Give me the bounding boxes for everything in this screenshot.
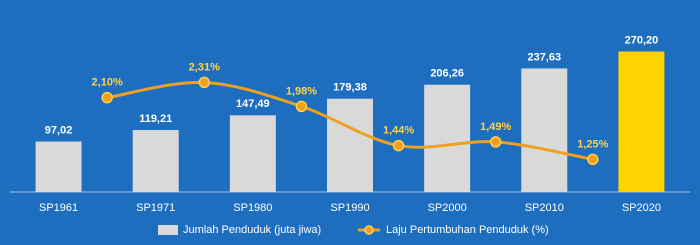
line-value-label: 1,44% <box>383 124 414 136</box>
bar <box>327 98 373 192</box>
line-value-label: 2,31% <box>189 61 220 73</box>
line-marker <box>101 91 113 104</box>
line-value-label: 1,49% <box>480 121 511 133</box>
x-tick-label: SP2000 <box>428 202 467 214</box>
bar-value-label: 206,26 <box>430 68 464 80</box>
line-marker <box>198 76 211 89</box>
bar-value-label: 237,63 <box>527 51 561 63</box>
legend-swatch-marker <box>364 225 374 235</box>
bar <box>229 115 276 192</box>
line-marker <box>295 100 308 113</box>
legend-label: Jumlah Penduduk (juta jiwa) <box>183 224 321 236</box>
bar <box>618 51 665 192</box>
x-tick-label: SP1990 <box>330 202 369 214</box>
bar <box>35 141 82 192</box>
line-value-label: 1,25% <box>577 138 608 150</box>
x-tick-label: SP1971 <box>136 202 175 214</box>
line-value-label: 2,10% <box>92 77 123 89</box>
bar-value-label: 119,21 <box>139 113 172 125</box>
line <box>106 80 594 161</box>
line-marker <box>489 136 502 148</box>
bar-value-label: 270,20 <box>625 34 659 46</box>
bar-value-label: 147,49 <box>236 98 270 110</box>
bar <box>521 68 568 192</box>
line-value-label: 1,98% <box>286 85 317 97</box>
legend-label: Laju Pertumbuhan Penduduk (%) <box>386 224 549 236</box>
bar <box>424 84 471 192</box>
bar-value-label: 179,38 <box>333 82 367 94</box>
line-marker <box>392 139 405 152</box>
x-tick-label: SP1980 <box>233 202 272 214</box>
x-tick-label: SP2010 <box>525 202 564 214</box>
bar-value-label: 97,02 <box>45 124 73 136</box>
legend-swatch <box>158 225 178 235</box>
line-marker <box>587 153 599 166</box>
x-tick-label: SP1961 <box>39 202 78 214</box>
x-tick-label: SP2020 <box>622 202 661 214</box>
bar <box>132 130 179 192</box>
